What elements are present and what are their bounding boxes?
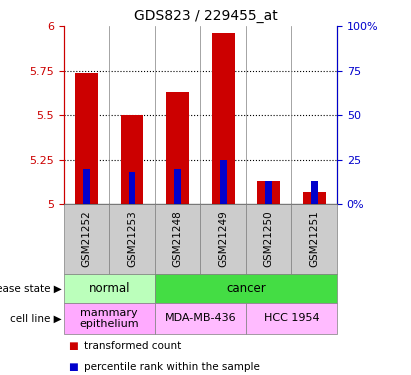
Bar xyxy=(257,181,280,204)
Text: ■: ■ xyxy=(68,341,78,351)
Text: GSM21252: GSM21252 xyxy=(81,211,92,267)
Bar xyxy=(83,169,90,204)
Text: GDS823 / 229455_at: GDS823 / 229455_at xyxy=(134,9,277,23)
Bar xyxy=(311,181,318,204)
Text: GSM21251: GSM21251 xyxy=(309,211,319,267)
Bar xyxy=(220,160,226,204)
Bar xyxy=(265,181,272,204)
Text: transformed count: transformed count xyxy=(84,341,182,351)
Bar xyxy=(121,116,143,204)
Text: MDA-MB-436: MDA-MB-436 xyxy=(164,314,236,323)
Text: GSM21249: GSM21249 xyxy=(218,211,228,267)
Bar xyxy=(174,169,181,204)
Text: percentile rank within the sample: percentile rank within the sample xyxy=(84,362,260,372)
Bar xyxy=(303,192,326,204)
Text: disease state ▶: disease state ▶ xyxy=(0,284,62,293)
Text: cancer: cancer xyxy=(226,282,266,295)
Text: mammary
epithelium: mammary epithelium xyxy=(79,308,139,329)
Text: GSM21250: GSM21250 xyxy=(264,211,274,267)
Text: normal: normal xyxy=(88,282,130,295)
Text: HCC 1954: HCC 1954 xyxy=(263,314,319,323)
Bar xyxy=(75,72,98,204)
Text: cell line ▶: cell line ▶ xyxy=(10,314,62,323)
Text: ■: ■ xyxy=(68,362,78,372)
Bar xyxy=(129,172,136,204)
Bar xyxy=(166,92,189,204)
Bar xyxy=(212,33,235,204)
Text: GSM21253: GSM21253 xyxy=(127,211,137,267)
Text: GSM21248: GSM21248 xyxy=(173,211,182,267)
